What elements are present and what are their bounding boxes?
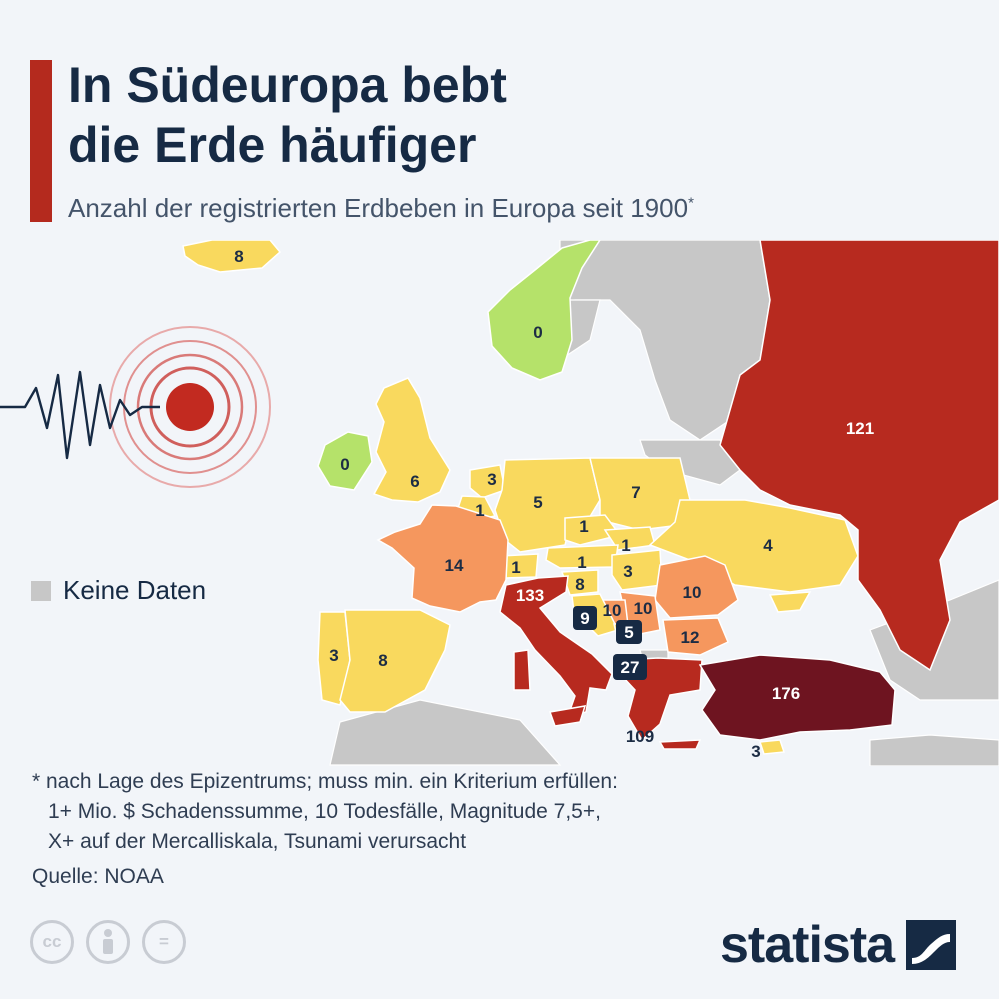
country-labels: 8 0 0 6 3 1 5 7 1 1 4 121 14 1 1 3 10 8 … [234, 247, 874, 761]
callout-box-albania [613, 654, 647, 680]
netherlands-shape [469, 464, 506, 499]
label-spain: 8 [378, 651, 387, 670]
footnote: * nach Lage des Epizentrums; muss min. e… [32, 767, 618, 857]
cc-license-icon[interactable]: cc [30, 920, 74, 964]
label-slovenia: 8 [575, 575, 584, 594]
countries [182, 240, 999, 755]
label-serbia: 10 [634, 599, 653, 618]
label-croatia: 9 [580, 609, 589, 628]
label-iceland: 8 [234, 247, 243, 266]
page-title: In Südeuropa bebt die Erde häufiger [68, 55, 768, 175]
poland-shape [589, 457, 691, 531]
label-hungary: 3 [623, 562, 632, 581]
label-belgium: 1 [475, 501, 484, 520]
legend: Keine Daten [31, 575, 206, 606]
label-portugal: 3 [329, 646, 338, 665]
label-ireland: 0 [340, 455, 349, 474]
legend-no-data-swatch [31, 580, 51, 601]
czechia-shape [564, 514, 622, 546]
label-uk: 6 [410, 472, 419, 491]
statista-wordmark: statista [720, 916, 895, 974]
label-switzerland: 1 [511, 558, 520, 577]
no-derivatives-icon[interactable]: = [142, 920, 186, 964]
label-italy: 133 [516, 586, 544, 605]
iceland-shape [182, 240, 282, 273]
label-cyprus: 3 [751, 742, 760, 761]
callout-box-montenegro [616, 620, 642, 644]
label-austria: 1 [577, 553, 586, 572]
title-line-1: In Südeuropa bebt [68, 57, 507, 113]
label-norway: 0 [533, 323, 542, 342]
sicily-shape [548, 705, 587, 727]
label-montenegro: 5 [624, 623, 633, 642]
italy-shape [499, 575, 613, 718]
label-russia: 121 [846, 419, 874, 438]
subtitle: Anzahl der registrierten Erdbeben in Eur… [68, 193, 694, 224]
label-czechia: 1 [579, 517, 588, 536]
ukraine-shape [648, 499, 859, 593]
france-shape [376, 504, 509, 613]
label-turkey: 176 [772, 684, 800, 703]
label-bulgaria: 12 [681, 628, 700, 647]
cyprus-shape [758, 739, 786, 755]
legend-no-data-label: Keine Daten [63, 575, 207, 605]
label-ukraine: 4 [763, 536, 773, 555]
statista-brand[interactable]: statista [720, 915, 957, 975]
turkey-shape [698, 654, 896, 741]
sardinia-shape [513, 649, 531, 691]
label-bosnia: 10 [603, 601, 622, 620]
label-germany: 5 [533, 493, 542, 512]
callout-box-croatia [573, 606, 597, 630]
russia-shape [719, 240, 999, 672]
callout-labels: 9 5 27 [573, 606, 647, 680]
footnote-line-1: * nach Lage des Epizentrums; muss min. e… [32, 770, 618, 793]
hungary-shape [611, 549, 663, 591]
footnote-line-2: 1+ Mio. $ Schadenssumme, 10 Todesfälle, … [48, 800, 601, 823]
subtitle-text: Anzahl der registrierten Erdbeben in Eur… [68, 193, 689, 223]
austria-shape [545, 544, 619, 569]
crimea-shape [768, 591, 812, 613]
epicenter-dot [166, 383, 214, 431]
spain-shape [339, 609, 451, 713]
label-greece: 109 [626, 727, 654, 746]
label-poland: 7 [631, 483, 640, 502]
ireland-shape [317, 431, 373, 491]
license-icons: cc = [30, 920, 186, 964]
attribution-person-icon[interactable] [86, 920, 130, 964]
label-france: 14 [445, 556, 464, 575]
seismic-wave-line [0, 370, 160, 460]
label-albania: 27 [621, 658, 640, 677]
seismograph-graphic [0, 326, 271, 488]
statista-logo-icon [906, 920, 957, 970]
footnote-line-3: X+ auf der Mercalliskala, Tsunami verurs… [48, 830, 467, 853]
norway-shape [487, 240, 601, 381]
accent-bar [30, 60, 52, 222]
title-line-2: die Erde häufiger [68, 117, 477, 173]
source-note: Quelle: NOAA [32, 865, 164, 888]
europe-map: 8 0 0 6 3 1 5 7 1 1 4 121 14 1 1 3 10 8 … [0, 240, 999, 766]
romania-shape [654, 555, 739, 619]
crete-shape [658, 739, 702, 750]
label-romania: 10 [683, 583, 702, 602]
subtitle-footnote-marker: * [688, 194, 694, 212]
label-netherlands: 3 [487, 470, 496, 489]
bulgaria-shape [662, 617, 729, 656]
uk-shape [372, 377, 451, 503]
label-slovakia: 1 [621, 536, 630, 555]
